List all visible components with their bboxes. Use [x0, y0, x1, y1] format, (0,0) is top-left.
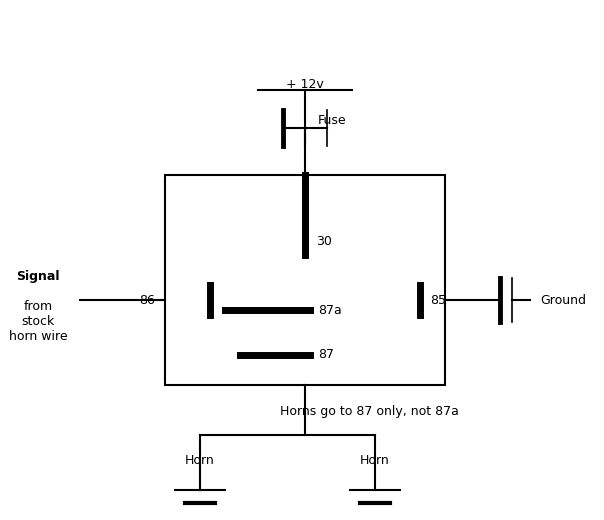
Text: Fuse: Fuse — [318, 113, 347, 126]
Text: 87: 87 — [318, 348, 334, 361]
Text: Horn: Horn — [360, 454, 390, 467]
Text: 30: 30 — [316, 235, 332, 248]
Text: Signal: Signal — [16, 270, 60, 283]
Text: 85: 85 — [430, 293, 446, 306]
Text: 86: 86 — [139, 293, 155, 306]
Text: 87a: 87a — [318, 304, 342, 317]
Text: + 12v: + 12v — [286, 78, 324, 91]
Bar — [165, 175, 445, 385]
Text: Horn: Horn — [185, 454, 215, 467]
Text: Horns go to 87 only, not 87a: Horns go to 87 only, not 87a — [280, 405, 459, 418]
Text: Ground: Ground — [540, 293, 586, 306]
Text: from
stock
horn wire: from stock horn wire — [8, 300, 67, 343]
